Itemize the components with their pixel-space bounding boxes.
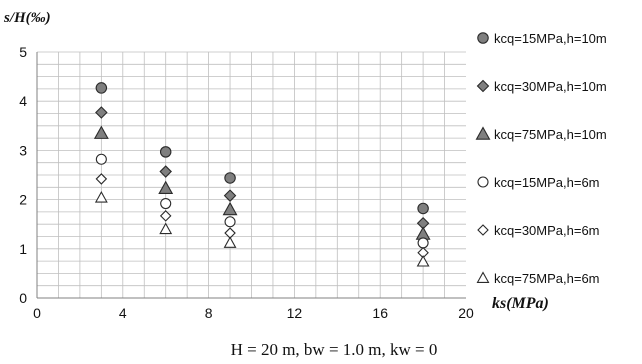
legend-marker — [475, 126, 491, 140]
x-tick-label: 20 — [458, 305, 474, 321]
x-tick-label: 8 — [205, 305, 213, 321]
data-point — [159, 222, 173, 235]
data-point — [223, 236, 237, 248]
legend-marker — [477, 32, 489, 44]
axes — [36, 52, 466, 299]
x-tick-label: 0 — [33, 305, 41, 321]
legend-label: kcq=75MPa,h=6m — [494, 271, 600, 286]
data-point — [224, 172, 236, 184]
y-tick-label: 3 — [19, 142, 27, 158]
legend: kcq=15MPa,h=10m kcq=30MPa,h=10m kcq=75MPa,… — [475, 31, 607, 286]
x-tick-label: 4 — [119, 305, 127, 321]
grid — [37, 51, 466, 298]
data-point — [223, 189, 237, 202]
y-tick-label: 0 — [19, 290, 27, 306]
data-point — [417, 202, 429, 215]
legend-marker — [476, 271, 490, 283]
legend-marker — [477, 176, 489, 188]
y-axis-label: s/H(‰) — [3, 10, 51, 26]
data-point — [222, 201, 238, 216]
data-point — [159, 210, 172, 222]
legend-marker — [476, 79, 490, 93]
data-point — [95, 106, 108, 119]
legend-label: kcq=75MPa,h=10m — [494, 127, 607, 142]
x-tick-label: 12 — [287, 305, 303, 321]
legend-marker — [477, 224, 489, 236]
data-point — [93, 125, 109, 139]
data-points — [93, 82, 431, 267]
data-point — [159, 165, 172, 178]
y-tick-label: 4 — [19, 93, 27, 109]
legend-label: kcq=15MPa,h=10m — [494, 31, 607, 46]
x-axis-label: ks(MPa) — [492, 295, 549, 312]
x-tick-label: 16 — [372, 305, 388, 321]
data-point — [160, 197, 172, 210]
legend-label: kcq=30MPa,h=6m — [494, 223, 600, 238]
data-point — [158, 180, 174, 195]
data-point — [94, 190, 108, 203]
y-tick-label: 5 — [19, 44, 27, 60]
chart-caption: H = 20 m, bw = 1.0 m, kw = 0 — [231, 340, 438, 359]
y-tick-label: 2 — [19, 192, 27, 208]
data-point — [95, 153, 107, 165]
legend-label: kcq=30MPa,h=10m — [494, 79, 607, 94]
data-point — [95, 82, 108, 94]
data-point — [159, 146, 172, 158]
y-tick-label: 1 — [19, 241, 27, 257]
data-point — [224, 216, 236, 228]
data-point — [417, 237, 429, 249]
data-point — [416, 254, 430, 267]
data-point — [95, 173, 108, 185]
legend-label: kcq=15MPa,h=6m — [494, 175, 600, 190]
